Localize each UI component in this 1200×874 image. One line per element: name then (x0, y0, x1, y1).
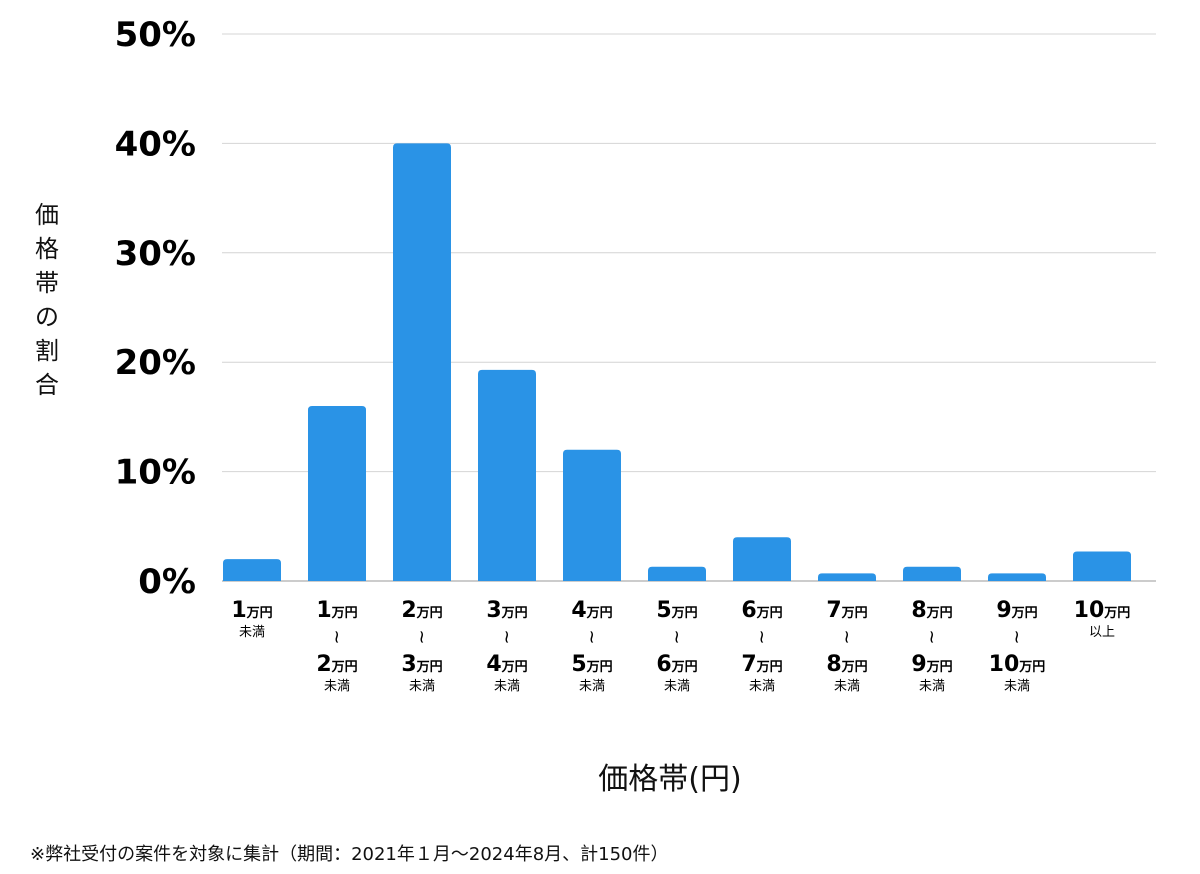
bars (223, 143, 1131, 581)
x-tick-suffix: 未満 (664, 679, 690, 694)
bar (223, 559, 281, 581)
x-tick-suffix: 未満 (324, 679, 350, 694)
x-tick-suffix: 未満 (494, 679, 520, 694)
x-tick-from: 9万円 (996, 598, 1037, 623)
x-tick-suffix: 未満 (749, 679, 775, 694)
bar (648, 566, 706, 581)
bar (988, 573, 1046, 581)
x-tick-to: 8万円 (826, 652, 867, 677)
x-tick-suffix: 未満 (579, 679, 605, 694)
bar (393, 143, 451, 581)
x-tick-to: 9万円 (911, 652, 952, 677)
x-tick-suffix: 未満 (239, 625, 265, 640)
bar (818, 573, 876, 581)
x-tick-to: 5万円 (571, 652, 612, 677)
x-tick-separator: ~ (666, 629, 687, 644)
y-axis-title-char: の (35, 303, 59, 331)
x-tick-to: 6万円 (656, 652, 697, 677)
x-tick-from: 2万円 (401, 598, 442, 623)
y-tick-label: 0% (138, 562, 196, 602)
x-axis-title: 価格帯(円) (598, 762, 742, 797)
x-tick-separator: ~ (836, 629, 857, 644)
x-tick-from: 7万円 (826, 598, 867, 623)
x-tick-separator: ~ (496, 629, 517, 644)
x-tick-from: 5万円 (656, 598, 697, 623)
x-tick-suffix: 未満 (1004, 679, 1030, 694)
x-tick-from: 1万円 (316, 598, 357, 623)
bar (308, 405, 366, 581)
y-tick-label: 50% (115, 15, 196, 55)
x-tick-suffix: 未満 (409, 679, 435, 694)
x-tick-to: 4万円 (486, 652, 527, 677)
x-tick-to: 2万円 (316, 652, 357, 677)
y-axis-ticks: 0% 10% 20% 30% 40% 50% (115, 15, 196, 602)
y-axis-title-char: 合 (35, 371, 59, 399)
x-tick-from: 6万円 (741, 598, 782, 623)
bar (563, 449, 621, 581)
y-tick-label: 20% (115, 343, 196, 383)
bar (903, 566, 961, 581)
y-axis-title-char: 帯 (35, 269, 59, 297)
y-axis-title-char: 割 (35, 337, 59, 365)
x-tick-separator: ~ (326, 629, 347, 644)
x-tick-to: 3万円 (401, 652, 442, 677)
y-axis-title-char: 価 (35, 201, 59, 229)
footnote: ※弊社受付の案件を対象に集計（期間：2021年１月～2024年8月、計150件） (30, 844, 669, 865)
x-tick-from: 3万円 (486, 598, 527, 623)
x-tick-separator: ~ (921, 629, 942, 644)
y-tick-label: 30% (115, 234, 196, 274)
x-tick-from: 1万円 (231, 598, 272, 623)
y-tick-label: 40% (115, 124, 196, 164)
y-axis-title-char: 格 (35, 235, 59, 263)
bar (733, 537, 791, 581)
x-tick-from: 10万円 (1074, 598, 1131, 623)
bar (478, 369, 536, 581)
y-axis-title: 価格帯の割合 (30, 198, 64, 402)
x-tick-suffix: 未満 (834, 679, 860, 694)
bar (1073, 551, 1131, 581)
x-tick-separator: ~ (411, 629, 432, 644)
x-tick-from: 4万円 (571, 598, 612, 623)
x-tick-separator: ~ (1006, 629, 1027, 644)
x-tick-to: 10万円 (989, 652, 1046, 677)
x-tick-to: 7万円 (741, 652, 782, 677)
x-tick-separator: ~ (751, 629, 772, 644)
x-tick-suffix: 以上 (1089, 625, 1115, 640)
x-tick-from: 8万円 (911, 598, 952, 623)
x-tick-suffix: 未満 (919, 679, 945, 694)
x-tick-separator: ~ (581, 629, 602, 644)
x-axis-ticks: 1万円未満1万円~2万円未満2万円~3万円未満3万円~4万円未満4万円~5万円未… (231, 598, 1130, 694)
y-tick-label: 10% (115, 453, 196, 493)
